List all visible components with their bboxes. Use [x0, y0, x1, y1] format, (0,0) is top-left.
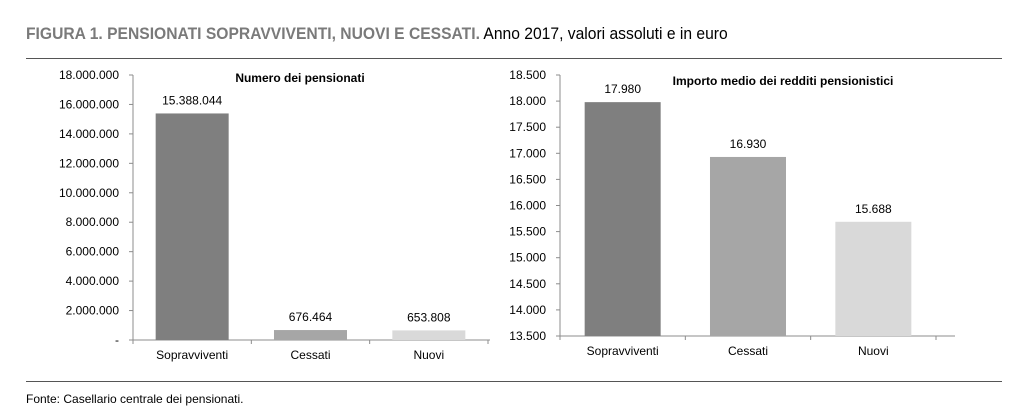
- chart-2-bar-sopravviventi: [584, 102, 661, 336]
- chart-2-y-tick-label: 17.500: [509, 120, 546, 134]
- figure-title-bold: FIGURA 1. PENSIONATI SOPRAVVIVENTI, NUOV…: [26, 24, 480, 43]
- chart-2-y-tick-label: 18.500: [509, 68, 546, 82]
- chart-1-y-tick-label: 6.000.000: [66, 245, 120, 259]
- chart-1-y-tick-label: 16.000.000: [59, 97, 119, 111]
- chart-2-category-label: Nuovi: [858, 344, 889, 358]
- chart-2-y-tick-label: 15.500: [509, 225, 546, 239]
- chart-1-y-tick-label: 10.000.000: [59, 186, 119, 200]
- figure-title-rest: Anno 2017, valori assoluti e in euro: [479, 24, 728, 43]
- chart-1-bar-cessati: [273, 330, 347, 340]
- chart-2-category-label: Sopravviventi: [587, 344, 659, 358]
- chart-1-bar-nuovi: [392, 330, 466, 340]
- chart-2-bar-nuovi: [835, 221, 912, 336]
- chart-2-title: Importo medio dei redditi pensionistici: [673, 74, 894, 88]
- chart-1-y-tick-label: 2.000.000: [66, 304, 120, 318]
- chart-1-data-label: 15.388.044: [162, 93, 222, 107]
- chart-1-category-label: Nuovi: [413, 348, 444, 362]
- chart-2-data-label: 16.930: [730, 137, 767, 151]
- chart-2-y-tick-label: 14.000: [509, 303, 546, 317]
- chart-1-y-tick-label: 14.000.000: [59, 127, 119, 141]
- chart-1-y-tick-label: -: [115, 333, 119, 347]
- chart-1-category-label: Sopravviventi: [156, 348, 228, 362]
- chart-1-y-tick-label: 12.000.000: [59, 156, 119, 170]
- chart-2-y-tick-label: 15.000: [509, 251, 546, 265]
- chart-2-category-label: Cessati: [728, 344, 768, 358]
- chart-1-title: Numero dei pensionati: [235, 71, 364, 85]
- chart-1-y-tick-label: 8.000.000: [66, 215, 120, 229]
- chart-2-y-tick-label: 16.000: [509, 199, 546, 213]
- chart-1-data-label: 676.464: [289, 310, 333, 324]
- chart-2-y-tick-label: 17.000: [509, 146, 546, 160]
- chart-1-data-label: 653.808: [407, 310, 451, 324]
- bottom-rule: [26, 381, 1002, 382]
- chart-2-y-tick-label: 16.500: [509, 172, 546, 186]
- chart-2-data-label: 15.688: [855, 202, 892, 216]
- chart-1-y-tick-label: 4.000.000: [66, 274, 120, 288]
- chart-2-y-tick-label: 18.000: [509, 94, 546, 108]
- chart-1-y-tick-label: 18.000.000: [59, 68, 119, 82]
- chart-2-y-tick-label: 14.500: [509, 277, 546, 291]
- chart-2-data-label: 17.980: [604, 82, 641, 96]
- chart-2-bar-cessati: [709, 156, 786, 336]
- chart-1-category-label: Cessati: [290, 348, 330, 362]
- chart-1-bar-sopravviventi: [155, 113, 229, 340]
- figure-title: FIGURA 1. PENSIONATI SOPRAVVIVENTI, NUOV…: [26, 24, 728, 44]
- source-note: Fonte: Casellario centrale dei pensionat…: [26, 392, 244, 406]
- chart-2-y-tick-label: 13.500: [509, 329, 546, 343]
- top-rule: [26, 58, 1002, 59]
